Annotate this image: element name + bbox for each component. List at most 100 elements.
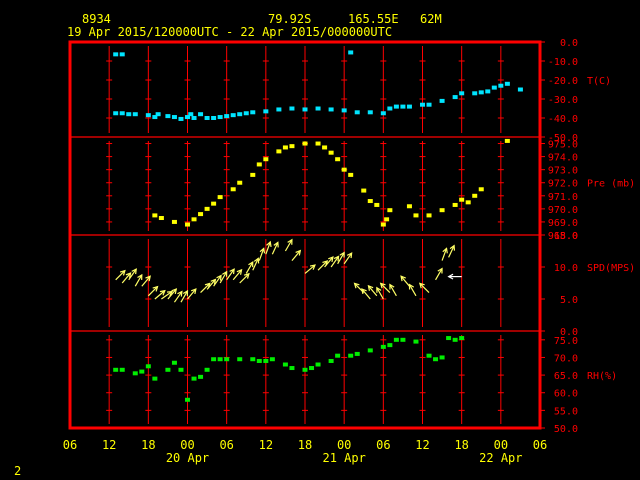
humidity-point — [152, 376, 158, 381]
temperature-point — [367, 110, 373, 115]
date-label: 20 Apr — [166, 451, 209, 465]
humidity-point — [380, 344, 386, 349]
temperature-point — [185, 115, 190, 120]
humidity-point — [328, 358, 334, 363]
wind-arrow-head — [216, 274, 222, 281]
wind-arrow-head — [182, 289, 189, 296]
humidity-point — [452, 337, 458, 342]
wind-arrow-head — [437, 267, 443, 274]
wind-arrow-head — [259, 247, 266, 254]
pressure-point — [250, 172, 256, 177]
wind-arrow-shaft — [200, 282, 211, 294]
wind-arrow-head — [408, 283, 415, 290]
pressure-point — [459, 197, 465, 202]
wind-arrow-shaft — [271, 242, 279, 255]
pressure-point — [237, 180, 243, 185]
wind-arrow-shaft — [265, 241, 271, 255]
wind-arrow-head — [287, 238, 293, 245]
wind-arrow-head — [131, 268, 137, 275]
pressure-point — [211, 201, 217, 206]
wind-arrow-shaft — [317, 260, 328, 271]
temperature-point — [237, 112, 243, 117]
wind-arrow-head — [328, 256, 334, 263]
pressure-point — [328, 150, 334, 155]
y-tick-label: 70.0 — [554, 353, 578, 364]
wind-arrow-shaft — [147, 286, 158, 297]
wind-arrow-head — [243, 272, 250, 279]
x-tick-label: 18 — [298, 438, 312, 452]
temperature-point — [188, 112, 194, 117]
humidity-point — [224, 357, 230, 362]
humidity-point — [446, 336, 452, 341]
pressure-point — [152, 213, 158, 218]
wind-arrow-head — [248, 261, 254, 268]
wind-arrow-head — [167, 290, 174, 297]
temperature-point — [230, 113, 236, 118]
pressure-point — [452, 202, 458, 207]
wind-arrow-shaft — [400, 275, 410, 287]
humidity-point — [171, 360, 177, 365]
pressure-point — [439, 208, 445, 213]
temperature-point — [263, 109, 269, 114]
temperature-point — [113, 52, 119, 57]
wind-arrow-head — [447, 273, 454, 280]
pressure-point — [256, 162, 262, 167]
wind-arrow-head — [339, 251, 345, 258]
wind-arrow-shaft — [134, 274, 143, 287]
temperature-point — [406, 104, 412, 109]
humidity-point — [354, 351, 360, 356]
x-tick-label: 06 — [376, 438, 390, 452]
y-tick-label: 10.0 — [554, 263, 578, 274]
wind-arrow-head — [222, 270, 228, 277]
temperature-point — [145, 113, 151, 118]
y-tick-label: 971.0 — [548, 192, 578, 203]
pressure-point — [367, 199, 373, 204]
wind-arrow-head — [152, 285, 159, 292]
temperature-point — [459, 91, 465, 96]
temperature-point — [119, 111, 125, 116]
humidity-point — [256, 358, 262, 363]
wind-arrow-shaft — [121, 272, 132, 284]
humidity-point — [348, 353, 354, 358]
wind-arrow-head — [145, 275, 151, 282]
wind-arrow-shaft — [258, 248, 265, 261]
wind-arrow-shaft — [435, 268, 443, 281]
y-tick-label: -30.0 — [548, 95, 578, 106]
wind-arrow-head — [266, 240, 272, 248]
humidity-point — [367, 348, 373, 353]
humidity-point — [237, 357, 243, 362]
humidity-point — [413, 339, 419, 344]
wind-arrow-head — [449, 244, 456, 251]
wind-arrow-shaft — [167, 288, 177, 300]
longitude: 165.55E — [348, 12, 399, 26]
y-tick-label: 968.0 — [548, 231, 578, 242]
pressure-point — [384, 217, 390, 222]
humidity-point — [250, 357, 256, 362]
y-tick-label: -40.0 — [548, 114, 578, 125]
x-tick-label: 06 — [63, 438, 77, 452]
wind-arrow-head — [442, 247, 448, 254]
temperature-point — [426, 102, 432, 107]
pressure-point — [465, 200, 471, 205]
humidity-point — [433, 357, 439, 362]
panel-label: RH(%) — [587, 371, 617, 382]
date-label: 21 Apr — [322, 451, 365, 465]
wind-arrow-shaft — [343, 252, 353, 265]
pressure-point — [478, 187, 484, 192]
wind-arrow-shaft — [408, 284, 417, 297]
wind-arrow-head — [389, 283, 395, 290]
temperature-point — [478, 90, 484, 95]
wind-arrow-head — [190, 288, 197, 295]
wind-arrow-shaft — [330, 256, 340, 268]
humidity-point — [387, 343, 393, 348]
temperature-point — [211, 116, 217, 120]
pressure-point — [185, 222, 190, 227]
y-tick-label: 5.0 — [560, 295, 578, 306]
temperature-point — [224, 114, 230, 119]
wind-arrow-head — [236, 268, 243, 275]
x-tick-label: 18 — [454, 438, 468, 452]
wind-arrow-head — [379, 282, 386, 289]
temperature-point — [491, 85, 497, 90]
pressure-point — [158, 216, 164, 221]
